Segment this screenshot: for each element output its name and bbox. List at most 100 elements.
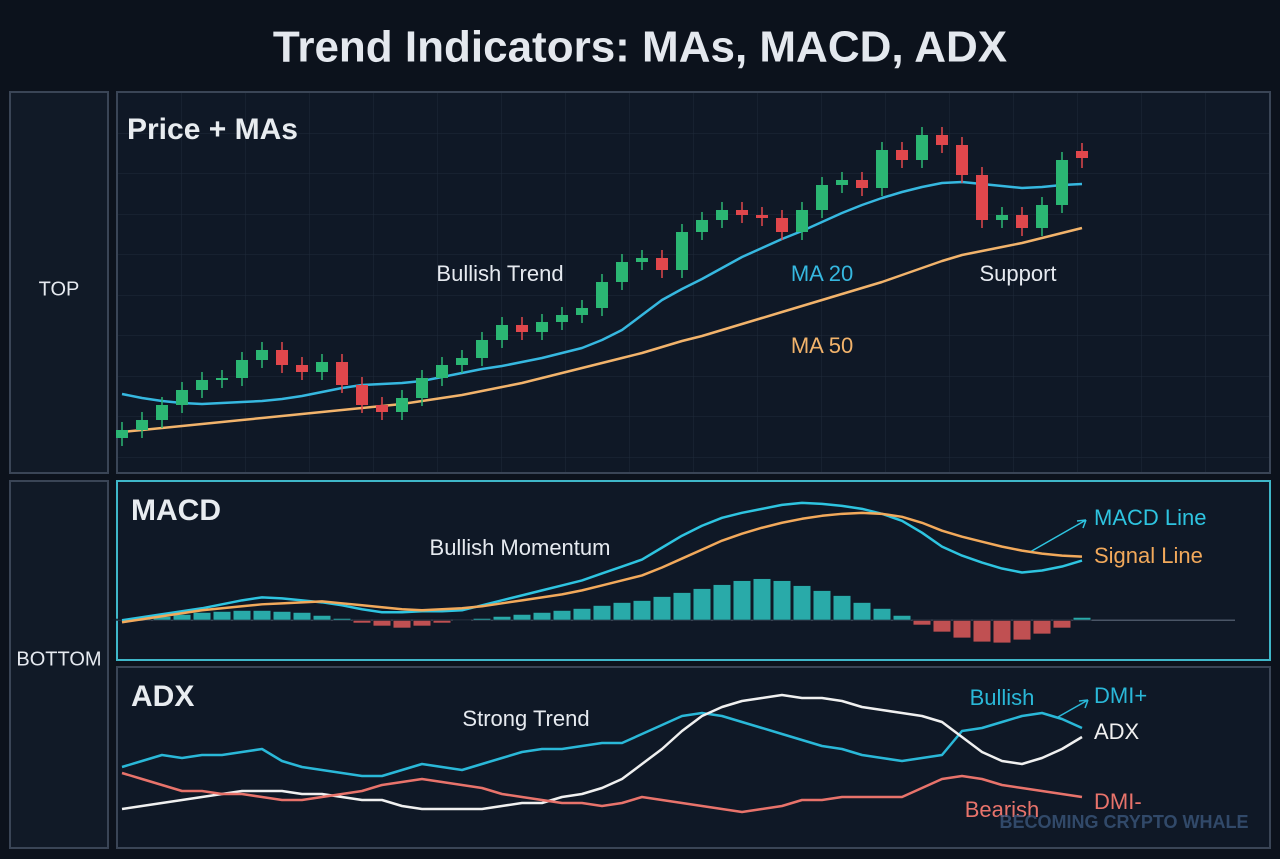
- panel-title: ADX: [131, 680, 194, 713]
- candle-body: [596, 282, 608, 308]
- annotation: MACD Line: [1094, 505, 1206, 530]
- histogram-bar: [612, 601, 632, 621]
- histogram-bar: [472, 617, 492, 621]
- histogram-bar: [512, 613, 532, 621]
- annotation: DMI-: [1094, 789, 1142, 814]
- series-line: [121, 693, 1083, 811]
- candle-body: [716, 210, 728, 220]
- macd-panel: [116, 480, 1271, 661]
- histogram-bar: [272, 610, 292, 621]
- histogram-bar: [592, 604, 612, 621]
- histogram-bar: [872, 607, 892, 621]
- candle-body: [276, 350, 288, 365]
- candle-body: [476, 340, 488, 358]
- annotation: Support: [979, 261, 1056, 286]
- side-box-bottom: [9, 480, 109, 849]
- candle-body: [496, 325, 508, 340]
- annotation: Bearish: [965, 797, 1040, 822]
- histogram-bar: [632, 599, 652, 621]
- candle-body: [156, 405, 168, 420]
- histogram-bar: [1072, 616, 1092, 621]
- histogram-bar: [1052, 619, 1072, 629]
- candle-body: [396, 398, 408, 412]
- candle-body: [296, 365, 308, 372]
- candle-body: [956, 145, 968, 175]
- histogram-bar: [1032, 619, 1052, 635]
- histogram-bar: [672, 591, 692, 621]
- annotation: Strong Trend: [462, 706, 589, 731]
- series-line: [121, 711, 1083, 778]
- histogram-bar: [352, 619, 372, 624]
- annotation: Bullish Momentum: [430, 535, 611, 560]
- candle-body: [576, 308, 588, 315]
- annotation: Signal Line: [1094, 543, 1203, 568]
- candle-body: [176, 390, 188, 405]
- histogram-bar: [332, 617, 352, 621]
- page-title: Trend Indicators: MAs, MACD, ADX: [273, 23, 1007, 72]
- annotation: ADX: [1094, 719, 1140, 744]
- histogram-bar: [772, 579, 792, 621]
- histogram-bar: [212, 610, 232, 621]
- annotation: Bullish: [970, 685, 1035, 710]
- histogram-bar: [252, 609, 272, 621]
- histogram-bar: [892, 614, 912, 621]
- candle-body: [376, 405, 388, 412]
- histogram-bar: [732, 579, 752, 621]
- histogram-bar: [452, 619, 472, 622]
- series-line: [121, 501, 1083, 622]
- candle-body: [656, 258, 668, 270]
- candle-body: [936, 135, 948, 145]
- annotation: MA 20: [791, 261, 853, 286]
- watermark: BECOMING CRYPTO WHALE: [999, 812, 1248, 832]
- candle-body: [736, 210, 748, 215]
- histogram-bar: [692, 587, 712, 621]
- candle-body: [456, 358, 468, 365]
- candle-body: [676, 232, 688, 270]
- adx-panel: [116, 666, 1271, 849]
- series-line: [121, 771, 1083, 814]
- candle-body: [1076, 151, 1088, 158]
- candle-body: [116, 430, 128, 438]
- series-line: [121, 511, 1083, 624]
- histogram-bar: [912, 619, 932, 626]
- histogram-bar: [832, 594, 852, 621]
- candle-body: [536, 322, 548, 332]
- annotation: DMI+: [1094, 683, 1147, 708]
- side-box-top: [9, 91, 109, 474]
- series-line: [121, 226, 1083, 434]
- candle-body: [136, 420, 148, 430]
- candle-body: [416, 378, 428, 398]
- histogram-bar: [652, 595, 672, 621]
- histogram-bar: [852, 601, 872, 621]
- histogram-bar: [812, 589, 832, 621]
- candle-body: [216, 378, 228, 380]
- histogram-bar: [712, 583, 732, 621]
- candle-body: [996, 215, 1008, 220]
- histogram-bar: [432, 619, 452, 624]
- histogram-bar: [192, 611, 212, 621]
- side-label: BOTTOM: [16, 648, 101, 670]
- candle-body: [336, 362, 348, 385]
- candle-body: [1056, 160, 1068, 205]
- candle-body: [1036, 205, 1048, 228]
- candle-body: [1016, 215, 1028, 228]
- annotation: MA 50: [791, 333, 853, 358]
- candle-body: [696, 220, 708, 232]
- annotation: Bullish Trend: [436, 261, 563, 286]
- candle-body: [756, 215, 768, 218]
- candle-body: [636, 258, 648, 262]
- histogram-bar: [492, 615, 512, 621]
- candle-body: [196, 380, 208, 390]
- candle-body: [236, 360, 248, 378]
- histogram-bar: [572, 607, 592, 621]
- histogram-bar: [792, 584, 812, 621]
- candle-body: [856, 180, 868, 188]
- candle-body: [836, 180, 848, 185]
- histogram-bar: [552, 609, 572, 621]
- histogram-bar: [232, 609, 252, 621]
- candle-body: [556, 315, 568, 322]
- histogram-bar: [952, 619, 972, 639]
- histogram-bar: [1012, 619, 1032, 641]
- candle-body: [316, 362, 328, 372]
